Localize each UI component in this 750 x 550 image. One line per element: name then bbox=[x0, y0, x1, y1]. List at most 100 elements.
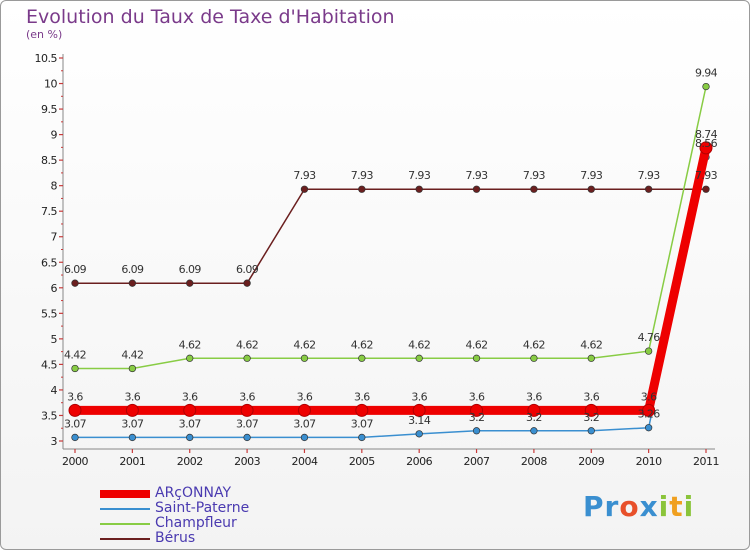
data-label: 3.14 bbox=[408, 414, 431, 427]
y-tick-label: 7 bbox=[51, 231, 58, 244]
y-tick-label: 6.5 bbox=[41, 256, 57, 269]
data-label: 4.76 bbox=[638, 331, 661, 344]
y-tick-label: 7.5 bbox=[41, 205, 57, 218]
data-point bbox=[644, 424, 653, 432]
y-tick-label: 3.5 bbox=[41, 409, 57, 422]
data-point bbox=[642, 403, 656, 417]
y-tick-label: 9 bbox=[51, 129, 58, 142]
data-label: 3.6 bbox=[67, 390, 83, 403]
data-label: 7.93 bbox=[638, 169, 661, 182]
data-point bbox=[186, 279, 194, 287]
data-label: 3.07 bbox=[351, 417, 374, 430]
y-tick-label: 10 bbox=[44, 78, 57, 91]
data-label: 3.6 bbox=[411, 390, 427, 403]
data-point bbox=[125, 403, 139, 417]
x-tick-label: 2006 bbox=[406, 455, 432, 468]
y-tick-label: 8.5 bbox=[41, 154, 57, 167]
data-label: 7.93 bbox=[580, 169, 603, 182]
logo-letter: P bbox=[583, 490, 605, 523]
data-point bbox=[470, 403, 484, 417]
data-point bbox=[358, 433, 366, 442]
chart-subtitle: (en %) bbox=[26, 28, 63, 41]
data-point bbox=[243, 433, 251, 442]
legend-label-arconnay: ARçONNAY bbox=[155, 485, 232, 501]
data-point bbox=[472, 185, 481, 193]
data-point bbox=[584, 403, 598, 417]
data-point bbox=[472, 354, 481, 362]
data-label: 3.6 bbox=[125, 390, 141, 403]
data-label: 3.2 bbox=[469, 411, 485, 424]
data-point bbox=[128, 433, 137, 442]
data-point bbox=[300, 185, 309, 193]
data-label: 4.62 bbox=[179, 338, 201, 351]
logo-letter: t bbox=[669, 490, 684, 523]
x-tick-label: 2002 bbox=[177, 455, 203, 468]
data-point bbox=[128, 279, 137, 287]
x-tick-label: 2011 bbox=[693, 455, 719, 468]
x-tick-label: 2003 bbox=[234, 455, 260, 468]
data-point bbox=[71, 364, 79, 373]
x-tick-label: 2004 bbox=[291, 455, 317, 468]
logo-letter: i bbox=[683, 490, 695, 523]
legend-label-berus: Bérus bbox=[155, 530, 196, 546]
data-label: 4.62 bbox=[523, 338, 545, 351]
data-point bbox=[71, 279, 79, 287]
data-point bbox=[300, 354, 309, 362]
data-label: 3.6 bbox=[526, 390, 542, 403]
data-label: 7.93 bbox=[408, 169, 431, 182]
data-label: 6.09 bbox=[236, 263, 259, 276]
data-point bbox=[415, 430, 423, 438]
data-label: 8.74 bbox=[695, 128, 718, 141]
data-point bbox=[358, 185, 366, 193]
data-label: 3.6 bbox=[469, 390, 485, 403]
legend-swatch-berus bbox=[100, 538, 150, 540]
proxiti-logo: Proxiti bbox=[583, 490, 694, 523]
data-point bbox=[243, 279, 251, 287]
series-line-2 bbox=[75, 86, 707, 370]
data-point bbox=[472, 427, 481, 435]
data-label: 4.62 bbox=[236, 338, 258, 351]
data-point bbox=[699, 141, 713, 155]
data-label: 6.09 bbox=[179, 263, 202, 276]
data-label: 3.2 bbox=[583, 411, 599, 424]
data-point bbox=[186, 354, 194, 362]
data-point bbox=[183, 403, 197, 417]
legend-swatch-champfleur bbox=[100, 523, 150, 525]
data-label: 3.07 bbox=[121, 417, 144, 430]
data-label: 7.93 bbox=[351, 169, 374, 182]
x-tick-label: 2010 bbox=[636, 455, 662, 468]
data-label: 3.6 bbox=[354, 390, 370, 403]
data-point bbox=[702, 82, 710, 91]
series-line-0 bbox=[75, 146, 711, 415]
x-tick-label: 2000 bbox=[62, 455, 88, 468]
data-point bbox=[243, 354, 251, 362]
data-point bbox=[355, 403, 369, 417]
data-label: 4.62 bbox=[293, 338, 315, 351]
data-label: 4.42 bbox=[121, 348, 143, 361]
data-label: 4.62 bbox=[580, 338, 602, 351]
data-label: 7.93 bbox=[465, 169, 488, 182]
data-label: 4.62 bbox=[351, 338, 373, 351]
data-point bbox=[530, 427, 538, 435]
data-point bbox=[527, 403, 541, 417]
data-point bbox=[412, 403, 426, 417]
data-label: 3.26 bbox=[638, 408, 661, 421]
series-line-1 bbox=[75, 156, 707, 439]
legend-label-champfleur: Champfleur bbox=[155, 515, 237, 531]
logo-letter: x bbox=[639, 490, 659, 523]
y-tick-label: 5 bbox=[51, 333, 58, 346]
data-label: 6.09 bbox=[64, 263, 87, 276]
data-point bbox=[415, 354, 423, 362]
data-label: 7.93 bbox=[523, 169, 546, 182]
data-label: 7.93 bbox=[695, 169, 718, 182]
y-tick-label: 10.5 bbox=[35, 52, 58, 65]
data-point bbox=[297, 403, 311, 417]
data-label: 4.42 bbox=[64, 348, 86, 361]
x-tick-label: 2008 bbox=[521, 455, 547, 468]
legend-swatch-arconnay bbox=[100, 490, 150, 498]
y-tick-label: 4 bbox=[51, 384, 58, 397]
y-tick-label: 8 bbox=[51, 180, 58, 193]
data-label: 3.6 bbox=[641, 390, 657, 403]
logo-letter: r bbox=[604, 490, 620, 523]
